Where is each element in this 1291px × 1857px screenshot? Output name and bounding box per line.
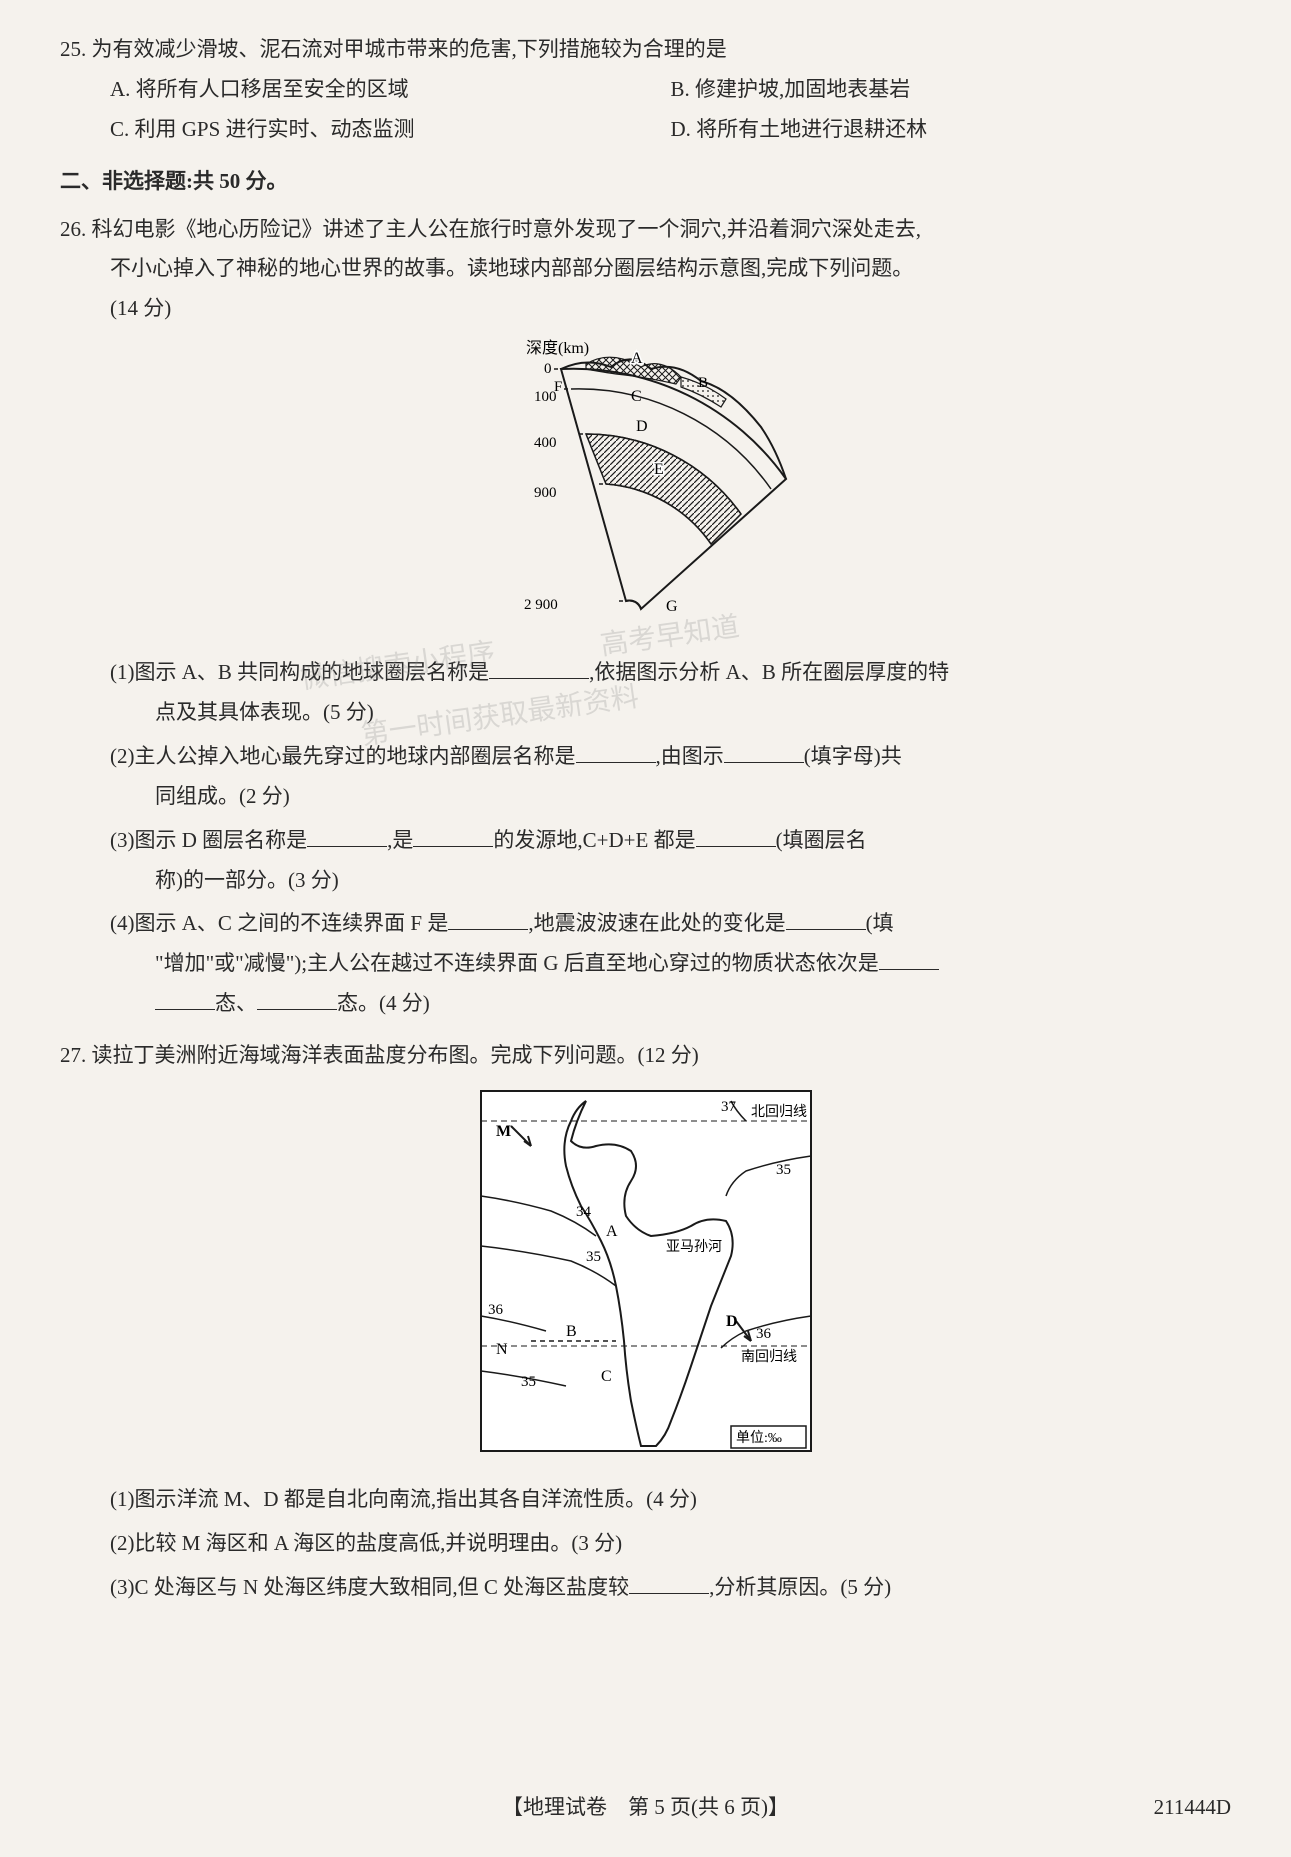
q26-sub4-line2: "增加"或"减慢");主人公在越过不连续界面 G 后直至地心穿过的物质状态依次是 (60, 944, 1231, 984)
earth-layers-diagram: 深度(km) 0 100 400 900 2 900 A A B C D E E… (60, 339, 1231, 643)
q27-intro: 27. 读拉丁美洲附近海域海洋表面盐度分布图。完成下列问题。(12 分) (60, 1036, 1231, 1076)
depth-400: 400 (534, 435, 557, 451)
blank (307, 822, 387, 847)
q26-sub4-e: 态、 (215, 991, 257, 1015)
q26-sub1: (1)图示 A、B 共同构成的地球圈层名称是 ,依据图示分析 A、B 所在圈层厚度… (60, 653, 1231, 693)
unit-label: 单位:‰ (736, 1430, 782, 1446)
q26-sub4: (4)图示 A、C 之间的不连续界面 F 是 ,地震波波速在此处的变化是 (填 (60, 904, 1231, 944)
q26-sub4-a: (4)图示 A、C 之间的不连续界面 F 是 (110, 911, 448, 935)
q25-option-d: D. 将所有土地进行退耕还林 (671, 110, 1232, 150)
blank (629, 1569, 709, 1594)
sal-36l: 36 (488, 1302, 504, 1318)
blank (576, 738, 656, 763)
layer-f: F (554, 379, 562, 395)
blank (413, 822, 493, 847)
q26-sub4-d: "增加"或"减慢");主人公在越过不连续界面 G 后直至地心穿过的物质状态依次是 (155, 951, 879, 975)
layer-a: A (631, 350, 643, 367)
q26-points: (14 分) (60, 289, 1231, 329)
page-content: 25. 为有效减少滑坡、泥石流对甲城市带来的危害,下列措施较为合理的是 A. 将… (60, 30, 1231, 1827)
question-25: 25. 为有效减少滑坡、泥石流对甲城市带来的危害,下列措施较为合理的是 A. 将… (60, 30, 1231, 150)
q26-intro-line2: 不小心掉入了神秘的地心世界的故事。读地球内部部分圈层结构示意图,完成下列问题。 (60, 249, 1231, 289)
layer-e: E (654, 461, 664, 478)
q26-sub1-b: ,依据图示分析 A、B 所在圈层厚度的特 (589, 660, 949, 684)
blank (696, 822, 776, 847)
depth-axis-label: 深度(km) (526, 339, 589, 357)
q25-option-a: A. 将所有人口移居至安全的区域 (110, 70, 671, 110)
q27-sub3: (3)C 处海区与 N 处海区纬度大致相同,但 C 处海区盐度较 ,分析其原因。(… (60, 1568, 1231, 1608)
blank (786, 905, 866, 930)
q26-sub4-b: ,地震波波速在此处的变化是 (528, 911, 785, 935)
tropic-capricorn: 南回归线 (741, 1348, 797, 1365)
depth-0: 0 (544, 361, 552, 377)
blank (879, 945, 939, 970)
q26-sub2-c: (填字母)共 (804, 744, 902, 768)
question-27: 27. 读拉丁美洲附近海域海洋表面盐度分布图。完成下列问题。(12 分) 北回归… (60, 1036, 1231, 1607)
q26-sub4-f: 态。(4 分) (337, 991, 430, 1015)
blank (448, 905, 528, 930)
layer-b: B (698, 375, 708, 391)
label-a: A (606, 1223, 618, 1240)
q27-sub3-a: (3)C 处海区与 N 处海区纬度大致相同,但 C 处海区盐度较 (110, 1575, 629, 1599)
q26-intro-line1: 26. 科幻电影《地心历险记》讲述了主人公在旅行时意外发现了一个洞穴,并沿着洞穴… (60, 210, 1231, 250)
q25-options: A. 将所有人口移居至安全的区域 B. 修建护坡,加固地表基岩 C. 利用 GP… (60, 70, 1231, 150)
sal-37: 37 (721, 1099, 737, 1115)
label-c: C (601, 1368, 612, 1385)
q26-sub3-d: (填圈层名 (776, 828, 867, 852)
layer-g: G (666, 598, 678, 615)
sal-34: 34 (576, 1204, 592, 1220)
q26-sub3-cont: 称)的一部分。(3 分) (60, 861, 1231, 901)
blank (257, 985, 337, 1010)
q26-sub3: (3)图示 D 圈层名称是 ,是 的发源地,C+D+E 都是 (填圈层名 (60, 821, 1231, 861)
q26-sub2: (2)主人公掉入地心最先穿过的地球内部圈层名称是 ,由图示 (填字母)共 (60, 737, 1231, 777)
blank (155, 985, 215, 1010)
q26-sub4-c: (填 (866, 911, 894, 935)
sal-36r: 36 (756, 1326, 772, 1342)
blank (724, 738, 804, 763)
blank (489, 654, 589, 679)
earth-diagram-svg: 深度(km) 0 100 400 900 2 900 A A B C D E E… (466, 339, 826, 629)
depth-2900: 2 900 (524, 597, 558, 613)
sal-35r: 35 (776, 1162, 791, 1178)
q26-sub4-line3: 态、 态。(4 分) (60, 984, 1231, 1024)
page-footer: 【地理试卷 第 5 页(共 6 页)】 211444D (60, 1788, 1231, 1828)
footer-code: 211444D (1154, 1788, 1231, 1828)
q26-sub2-cont: 同组成。(2 分) (60, 777, 1231, 817)
salinity-map: 北回归线 南回归线 34 35 36 35 37 35 36 (60, 1086, 1231, 1470)
q25-option-b: B. 修建护坡,加固地表基岩 (671, 70, 1232, 110)
q27-sub2: (2)比较 M 海区和 A 海区的盐度高低,并说明理由。(3 分) (60, 1524, 1231, 1564)
label-n: N (496, 1341, 508, 1358)
label-m: M (496, 1123, 511, 1140)
layer-c: C (631, 388, 642, 405)
q26-sub2-b: ,由图示 (656, 744, 724, 768)
question-26: 26. 科幻电影《地心历险记》讲述了主人公在旅行时意外发现了一个洞穴,并沿着洞穴… (60, 210, 1231, 1025)
q26-sub3-c: 的发源地,C+D+E 都是 (493, 828, 695, 852)
q26-sub2-a: (2)主人公掉入地心最先穿过的地球内部圈层名称是 (110, 744, 576, 768)
q26-sub3-b: ,是 (387, 828, 413, 852)
q27-sub1: (1)图示洋流 M、D 都是自北向南流,指出其各自洋流性质。(4 分) (60, 1480, 1231, 1520)
layer-d: D (636, 418, 648, 435)
footer-center: 【地理试卷 第 5 页(共 6 页)】 (502, 1795, 789, 1819)
q26-sub1-a: (1)图示 A、B 共同构成的地球圈层名称是 (110, 660, 489, 684)
sal-35bl: 35 (521, 1374, 536, 1390)
label-b: B (566, 1323, 577, 1340)
section-2-header: 二、非选择题:共 50 分。 (60, 162, 1231, 202)
q27-sub3-b: ,分析其原因。(5 分) (709, 1575, 891, 1599)
tropic-cancer: 北回归线 (751, 1103, 807, 1120)
salinity-map-svg: 北回归线 南回归线 34 35 36 35 37 35 36 (476, 1086, 816, 1456)
q25-option-c: C. 利用 GPS 进行实时、动态监测 (110, 110, 671, 150)
label-d: D (726, 1313, 738, 1330)
amazon-label: 亚马孙河 (666, 1239, 722, 1255)
q25-stem: 25. 为有效减少滑坡、泥石流对甲城市带来的危害,下列措施较为合理的是 (60, 30, 1231, 70)
sal-35l: 35 (586, 1249, 601, 1265)
depth-900: 900 (534, 485, 557, 501)
q26-sub1-cont: 点及其具体表现。(5 分) (60, 693, 1231, 733)
q26-sub3-a: (3)图示 D 圈层名称是 (110, 828, 307, 852)
